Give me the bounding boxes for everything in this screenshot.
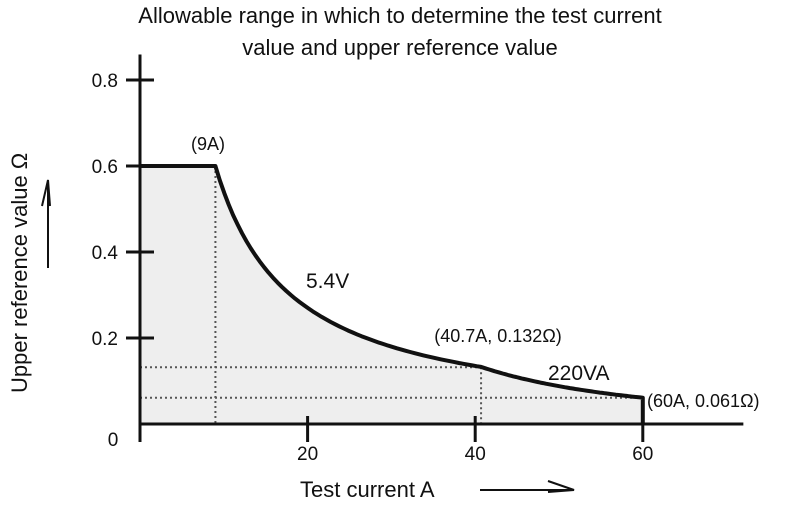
y-tick-label: 0.4	[92, 243, 119, 264]
x-tick-label: 60	[632, 444, 653, 465]
y-tick-label: 0.6	[92, 157, 118, 178]
series-label-220va: 220VA	[548, 362, 610, 385]
chart-title-line-1: Allowable range in which to determine th…	[138, 3, 661, 28]
y-tick-label: 0.8	[92, 71, 118, 92]
allowable-region	[140, 166, 643, 424]
x-tick-label: 20	[297, 444, 318, 465]
x-tick-label: 0	[108, 430, 119, 451]
y-axis-label: Upper reference value Ω	[7, 153, 32, 393]
x-tick-label: 40	[465, 444, 486, 465]
x-axis-label: Test current A	[300, 477, 435, 502]
annotation-40-7a: (40.7A, 0.132Ω)	[434, 326, 562, 346]
chart-title-line-2: value and upper reference value	[242, 35, 558, 60]
y-tick-label: 0.2	[92, 329, 118, 350]
y-axis-arrow-icon	[41, 179, 51, 268]
annotation-9a: (9A)	[191, 134, 225, 154]
x-axis-arrow-icon	[480, 480, 575, 493]
guide-lines	[140, 166, 643, 424]
tick-labels: 0 20 40 60 0.2 0.4 0.6 0.8	[92, 71, 654, 465]
boundary-curve	[140, 164, 645, 424]
annotation-60a: (60A, 0.061Ω)	[647, 391, 760, 411]
series-label-5-4v: 5.4V	[306, 270, 349, 293]
